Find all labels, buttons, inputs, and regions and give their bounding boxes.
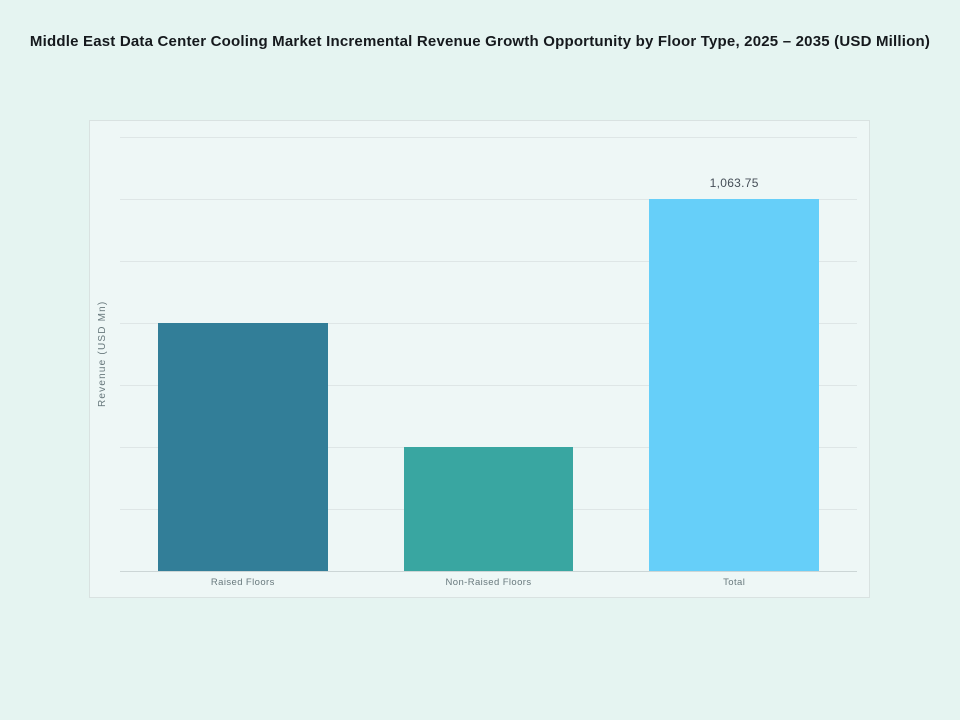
bar-group-raised-floors: Raised Floors <box>120 137 366 588</box>
gridline <box>120 137 857 138</box>
plot-area: Raised Floors Non-Raised Floors 1,063.75 To… <box>120 137 857 588</box>
y-axis-title: Revenue (USD Mn) <box>97 300 108 408</box>
x-axis-label-raised-floors: Raised Floors <box>210 577 275 588</box>
bars-container: Raised Floors Non-Raised Floors 1,063.75 To… <box>120 137 857 588</box>
bar-group-non-raised-floors: Non-Raised Floors <box>366 137 612 588</box>
gridline <box>120 323 857 324</box>
chart-title: Middle East Data Center Cooling Market I… <box>29 33 931 50</box>
bar-group-total: 1,063.75 Total <box>611 137 857 588</box>
bar-value-label-total: 1,063.75 <box>709 175 759 190</box>
gridline <box>120 385 857 386</box>
x-axis-label-non-raised-floors: Non-Raised Floors <box>445 577 532 588</box>
bar-raised-floors <box>158 322 328 571</box>
gridline <box>120 261 857 262</box>
gridline <box>120 199 857 200</box>
chart-panel: Revenue (USD Mn) Raised Floors Non-Raised… <box>89 120 870 598</box>
x-axis-label-total: Total <box>723 577 746 588</box>
bar-total <box>649 198 819 571</box>
bar-non-raised-floors <box>403 446 574 571</box>
